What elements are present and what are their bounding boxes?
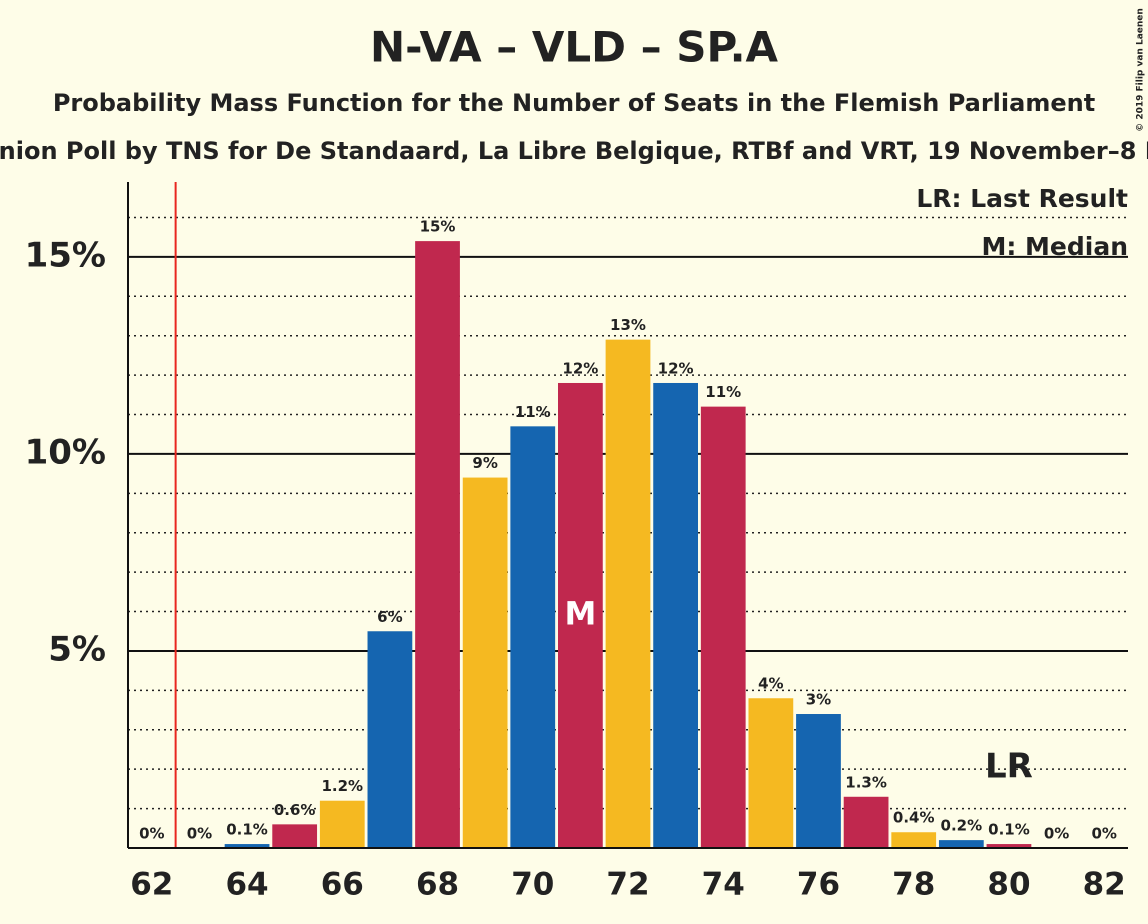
legend-entry: LR: Last Result bbox=[916, 184, 1128, 213]
last-result-marker: LR bbox=[985, 747, 1033, 787]
value-label: 0.4% bbox=[893, 809, 935, 827]
chart-subtitle: Opinion Poll by TNS for De Standaard, La… bbox=[0, 137, 1148, 165]
median-marker: M bbox=[564, 594, 596, 632]
value-label: 0% bbox=[1044, 825, 1069, 843]
value-label: 6% bbox=[377, 608, 402, 626]
bar bbox=[510, 426, 556, 848]
bar bbox=[272, 824, 318, 848]
value-label: 11% bbox=[705, 383, 741, 401]
bar bbox=[415, 241, 460, 848]
value-label: 0.2% bbox=[941, 817, 983, 835]
bar bbox=[224, 844, 270, 848]
bar bbox=[558, 382, 603, 848]
value-label: 0.1% bbox=[988, 821, 1030, 839]
value-label: 0.6% bbox=[274, 801, 316, 819]
value-label: 15% bbox=[420, 218, 456, 236]
value-label: 3% bbox=[806, 691, 831, 709]
bar bbox=[367, 631, 413, 848]
x-tick-label: 68 bbox=[416, 867, 459, 903]
value-label: 9% bbox=[472, 454, 497, 472]
value-label: 1.3% bbox=[845, 773, 887, 791]
bar bbox=[700, 406, 746, 848]
bar bbox=[843, 796, 889, 848]
x-tick-label: 76 bbox=[797, 867, 840, 903]
bar bbox=[986, 844, 1032, 848]
x-tick-label: 70 bbox=[511, 867, 554, 903]
x-tick-label: 62 bbox=[130, 867, 173, 903]
x-tick-label: 78 bbox=[892, 867, 935, 903]
value-label: 0% bbox=[1091, 825, 1116, 843]
bar bbox=[653, 382, 698, 848]
copyright: © 2019 Filip van Laenen bbox=[1136, 8, 1146, 132]
x-tick-label: 72 bbox=[606, 867, 649, 903]
y-tick-label: 5% bbox=[48, 629, 106, 669]
x-tick-label: 80 bbox=[987, 867, 1030, 903]
bar bbox=[605, 339, 651, 848]
value-label: 4% bbox=[758, 675, 783, 693]
bar bbox=[938, 840, 984, 848]
bar bbox=[796, 714, 841, 848]
value-label: 11% bbox=[515, 403, 551, 421]
y-tick-label: 15% bbox=[25, 235, 106, 275]
x-tick-label: 66 bbox=[321, 867, 364, 903]
value-label: 1.2% bbox=[321, 777, 363, 795]
bar bbox=[891, 832, 937, 848]
value-label: 12% bbox=[658, 359, 694, 377]
value-label: 0.1% bbox=[226, 821, 268, 839]
value-label: 0% bbox=[139, 825, 164, 843]
x-tick-label: 82 bbox=[1083, 867, 1126, 903]
bar bbox=[462, 477, 508, 848]
bar bbox=[748, 698, 794, 848]
value-label: 13% bbox=[610, 316, 646, 334]
chart-title: N-VA – VLD – SP.A bbox=[370, 23, 779, 72]
value-label: 12% bbox=[562, 359, 598, 377]
bar bbox=[319, 800, 365, 848]
chart-subtitle: Probability Mass Function for the Number… bbox=[53, 89, 1095, 117]
x-tick-label: 74 bbox=[702, 867, 745, 903]
value-label: 0% bbox=[187, 825, 212, 843]
x-tick-label: 64 bbox=[225, 867, 268, 903]
y-tick-label: 10% bbox=[25, 432, 106, 472]
